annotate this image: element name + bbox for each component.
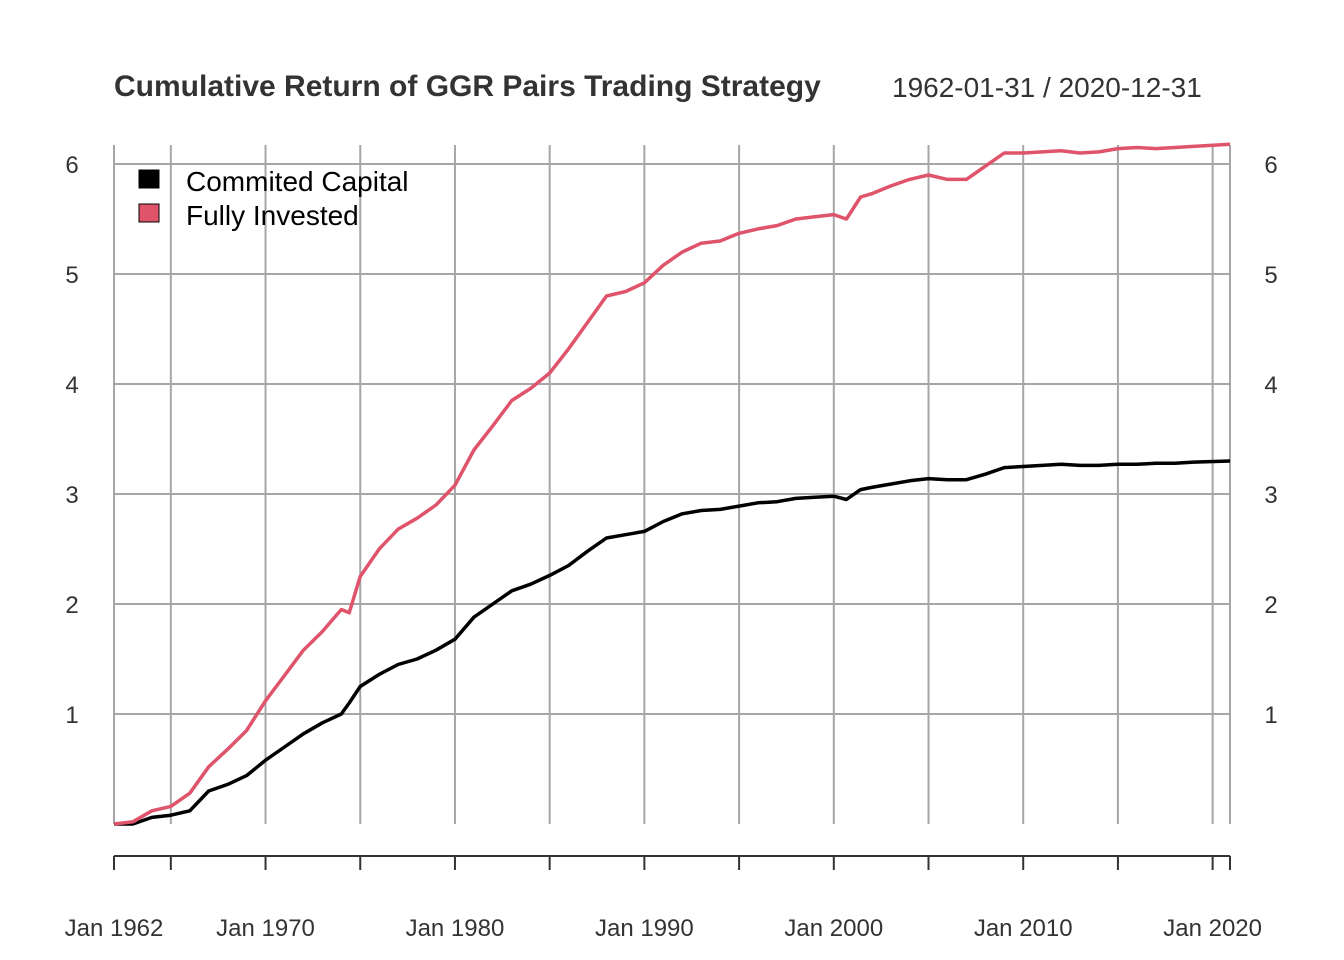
- legend-swatch-committed: [138, 169, 160, 189]
- x-tick-label: Jan 1990: [595, 915, 694, 942]
- series-line-fully: [113, 142, 1231, 826]
- chart-title: Cumulative Return of GGR Pairs Trading S…: [114, 70, 821, 103]
- y-tick-label-right: 5: [1264, 262, 1277, 289]
- y-tick-label-left: 5: [65, 262, 78, 289]
- y-axis-left: 1 2 3 4 5 6: [65, 152, 78, 729]
- y-tick-label-left: 3: [65, 482, 78, 509]
- x-tick-label: Jan 2010: [974, 915, 1073, 942]
- x-tick-label: Jan 2020: [1163, 915, 1262, 942]
- y-tick-label-left: 6: [65, 152, 78, 179]
- y-tick-label-left: 4: [65, 372, 78, 399]
- y-tick-label-right: 3: [1264, 482, 1277, 509]
- legend-label-committed: Commited Capital: [186, 166, 409, 197]
- series: [113, 142, 1231, 826]
- y-tick-label-left: 1: [65, 702, 78, 729]
- chart-date-range: 1962-01-31 / 2020-12-31: [892, 72, 1202, 103]
- legend-label-fully: Fully Invested: [186, 200, 359, 231]
- legend: Commited Capital Fully Invested: [138, 166, 409, 231]
- x-tick-label: Jan 1970: [216, 915, 315, 942]
- y-tick-label-left: 2: [65, 592, 78, 619]
- x-axis: Jan 1962 Jan 1970 Jan 1980 Jan 1990 Jan 2000…: [65, 855, 1262, 942]
- chart-header: Cumulative Return of GGR Pairs Trading S…: [0, 66, 1344, 106]
- x-tick-label: Jan 2000: [784, 915, 883, 942]
- y-axis-right: 1 2 3 4 5 6: [1264, 152, 1277, 729]
- y-tick-label-right: 4: [1264, 372, 1277, 399]
- x-tick-label: Jan 1980: [406, 915, 505, 942]
- y-tick-label-right: 2: [1264, 592, 1277, 619]
- grid: [113, 145, 1231, 824]
- series-line-committed: [114, 459, 1231, 826]
- x-tick-label: Jan 1962: [65, 915, 164, 942]
- y-tick-label-right: 1: [1264, 702, 1277, 729]
- y-tick-label-right: 6: [1264, 152, 1277, 179]
- legend-swatch-fully: [138, 203, 160, 223]
